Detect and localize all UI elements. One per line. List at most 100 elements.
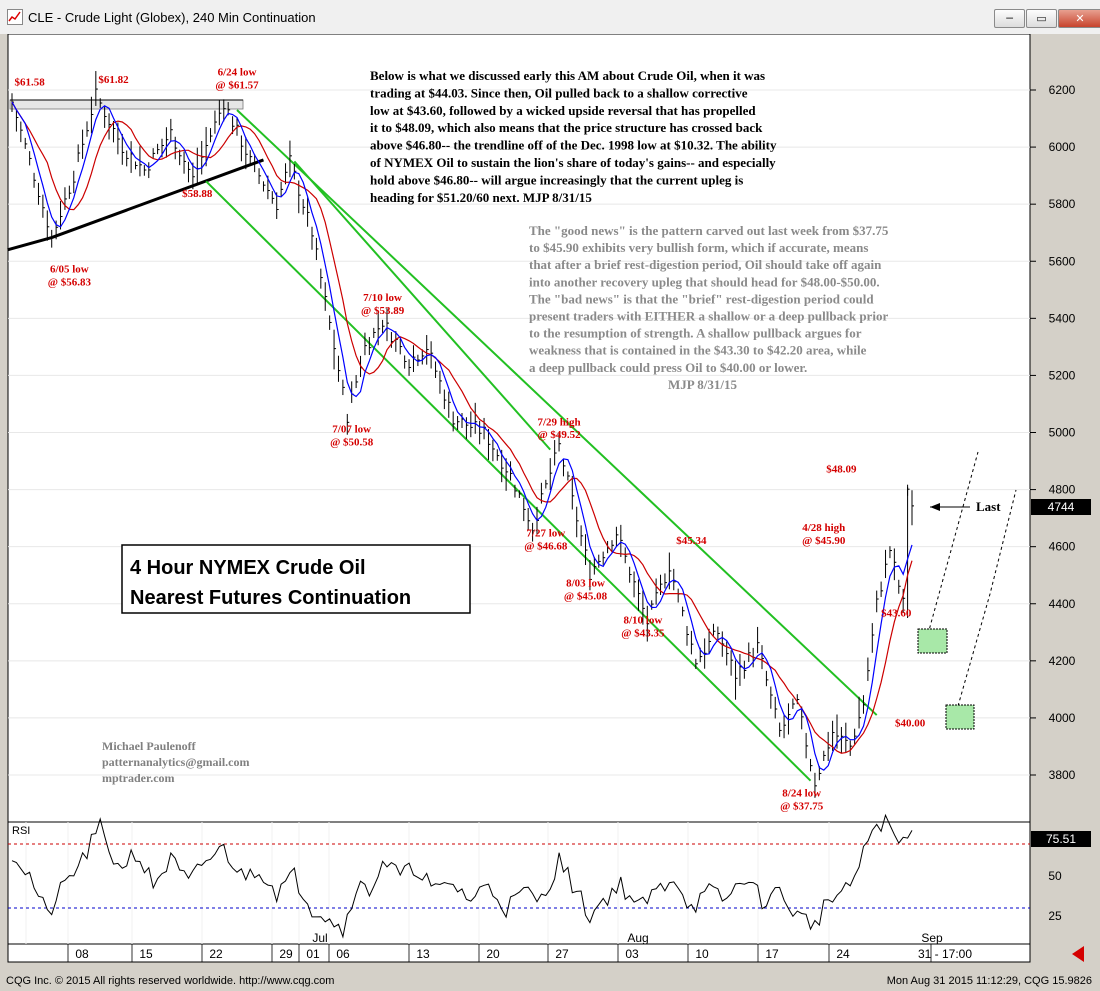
price-label: $45.34 — [676, 535, 707, 547]
time-tick-label: 03 — [625, 947, 639, 961]
price-label: @ $49.52 — [537, 429, 581, 441]
time-tick-label: 20 — [486, 947, 500, 961]
price-label: 4/28 high — [802, 522, 845, 534]
price-label: @ $46.68 — [524, 541, 568, 553]
rsi-tick-label: 25 — [1048, 909, 1062, 923]
price-tick-label: 4600 — [1049, 540, 1076, 554]
minimize-button[interactable]: ─ — [994, 9, 1025, 28]
price-label: @ $56.83 — [48, 277, 92, 289]
commentary-line: of NYMEX Oil to sustain the lion's share… — [370, 155, 776, 170]
rsi-value-box — [1031, 831, 1091, 847]
time-tick-label: 24 — [836, 947, 850, 961]
price-label: $61.58 — [15, 77, 46, 89]
last-arrowhead — [930, 503, 940, 511]
time-tick-label: 10 — [695, 947, 709, 961]
support-trendline-left — [7, 236, 53, 252]
last-price-value: 4744 — [1048, 500, 1075, 514]
price-label: @ $53.89 — [361, 305, 405, 317]
month-label: Aug — [627, 931, 648, 945]
price-tick-label: 4200 — [1049, 654, 1076, 668]
commentary-line: trading at $44.03. Since then, Oil pulle… — [370, 85, 748, 100]
target-40-label: $40.00 — [895, 717, 926, 729]
channel-upper-line — [236, 109, 878, 716]
commentary-line: it to $48.09, which also means that the … — [370, 120, 763, 135]
time-tick-label: 15 — [139, 947, 153, 961]
price-tick-label: 6000 — [1049, 140, 1076, 154]
time-tick-label: 17 — [765, 947, 779, 961]
author-credits: Michael Paulenoff patternanalytics@gmail.… — [102, 739, 249, 785]
status-datetime: Mon Aug 31 2015 11:12:29, CQG 15.9826 — [886, 975, 1092, 987]
price-label: 7/27 low — [526, 528, 565, 540]
price-labels: $61.58 $61.82 6/24 low@ $61.57 $58.88 6/05 l… — [15, 67, 912, 813]
commentary-line: hold above $46.80-- will argue increasin… — [370, 172, 743, 187]
time-tick-label: 29 — [279, 947, 293, 961]
window-titlebar: CLE - Crude Light (Globex), 240 Min Cont… — [0, 0, 1100, 35]
commentary-line: MJP 8/31/15 — [668, 377, 737, 392]
time-tick-label: 27 — [555, 947, 569, 961]
deep-pullback-target-box — [945, 704, 975, 730]
commentary-line: to the resumption of strength. A shallow… — [529, 326, 862, 341]
chart-title-box — [121, 544, 471, 614]
price-label: 7/07 low — [332, 424, 371, 436]
commentary-line: into another recovery upleg that should … — [529, 274, 880, 289]
copyright-text: CQG Inc. © 2015 All rights reserved worl… — [6, 975, 335, 987]
projection-line-deep — [957, 489, 1017, 707]
price-label: @ $43.35 — [621, 628, 665, 640]
price-label: 7/29 high — [538, 416, 581, 428]
price-label: $48.09 — [826, 463, 857, 475]
author-line: mptrader.com — [102, 771, 175, 785]
commentary-line: a deep pullback could press Oil to $40.0… — [529, 360, 807, 375]
time-axis-labels: 08 15 22 29 01 06 13 20 27 03 10 17 24 31 - 17:00 Jul A… — [67, 931, 972, 962]
price-tick-label: 6200 — [1049, 83, 1076, 97]
price-tick-label: 5400 — [1049, 311, 1076, 325]
secondary-trendline — [293, 160, 551, 451]
commentary-line: to $45.90 exhibits very bullish form, wh… — [529, 240, 868, 255]
time-tick-label: 06 — [336, 947, 350, 961]
resistance-zone — [9, 99, 244, 110]
commentary-line: heading for $51.20/60 next. MJP 8/31/15 — [370, 190, 592, 205]
price-label: 8/24 low — [782, 787, 821, 799]
price-label: 7/10 low — [363, 292, 402, 304]
time-tick-label: 08 — [75, 947, 89, 961]
price-tick-label: 4400 — [1049, 597, 1076, 611]
rsi-tick-label: 50 — [1048, 869, 1062, 883]
author-line: patternanalytics@gmail.com — [102, 755, 249, 769]
commentary-secondary: The "good news" is the pattern carved ou… — [529, 223, 889, 392]
commentary-line: present traders with EITHER a shallow or… — [529, 309, 888, 324]
chart-area[interactable]: 3800 4000 4200 4400 4600 4800 5000 5200 5400 5600… — [0, 34, 1100, 972]
price-label: 8/03 low — [566, 578, 605, 590]
price-bars — [11, 71, 914, 798]
price-label: @ $37.75 — [780, 800, 824, 812]
chart-app-icon — [7, 9, 23, 25]
status-bar: CQG Inc. © 2015 All rights reserved worl… — [0, 972, 1100, 991]
last-price-box — [1031, 499, 1091, 515]
commentary-line: weakness that is contained in the $43.30… — [529, 343, 867, 358]
scroll-right-arrow-icon[interactable] — [1072, 946, 1084, 962]
commentary-line: above $46.80-- the trendline off of the … — [370, 138, 777, 153]
commentary-primary: Below is what we discussed early this AM… — [370, 68, 777, 205]
price-label: @ $45.90 — [802, 535, 846, 547]
moving-average-slow — [11, 101, 913, 754]
price-tick-label: 4000 — [1049, 711, 1076, 725]
time-tick-label: 01 — [306, 947, 320, 961]
chart-title: 4 Hour NYMEX Crude Oil — [130, 557, 366, 579]
price-label: 8/10 low — [623, 615, 662, 627]
moving-average-fast — [11, 101, 913, 771]
close-button[interactable]: ✕ — [1058, 9, 1100, 28]
time-tick-label: 13 — [416, 947, 430, 961]
month-label: Jul — [312, 931, 327, 945]
price-label: @ $45.08 — [564, 590, 608, 602]
last-label: Last — [976, 499, 1001, 514]
price-tick-label: 4800 — [1049, 483, 1076, 497]
commentary-line: The "good news" is the pattern carved ou… — [529, 223, 889, 238]
time-axis — [7, 943, 1031, 963]
restore-button[interactable]: ▭ — [1026, 9, 1057, 28]
commentary-line: that after a brief rest-digestion period… — [529, 257, 882, 272]
rsi-line — [11, 813, 913, 939]
price-label: 6/05 low — [50, 264, 89, 276]
time-tick-label: 31 - 17:00 — [918, 947, 972, 961]
price-tick-label: 5200 — [1049, 368, 1076, 382]
window-title: CLE - Crude Light (Globex), 240 Min Cont… — [28, 10, 316, 25]
rsi-title: RSI — [12, 825, 30, 837]
support-trendline — [51, 158, 264, 239]
